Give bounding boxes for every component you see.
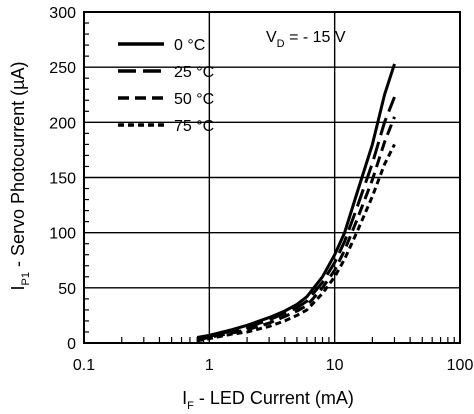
series-line-1 xyxy=(196,96,396,341)
annotation-rest: = - 15 V xyxy=(285,29,346,46)
series-line-3 xyxy=(196,143,396,343)
y-axis-title-rest: - Servo Photocurrent (µA) xyxy=(8,62,28,272)
y-tick-label: 100 xyxy=(49,226,76,243)
tick-labels: 0 50 100 150 200 250 300 0.1 1 10 100 xyxy=(49,5,473,374)
legend: 0 °C 25 °C 50 °C 75 °C xyxy=(118,37,214,135)
grid xyxy=(83,11,461,344)
x-axis-title: IF - LED Current (mA) xyxy=(182,388,354,412)
y-axis-title-sub: P1 xyxy=(20,272,32,285)
x-tick-label: 100 xyxy=(447,357,474,374)
x-tick-label: 0.1 xyxy=(73,357,95,374)
annotation-sub: D xyxy=(277,38,285,50)
x-axis-title-main: I xyxy=(182,388,187,408)
legend-label: 75 °C xyxy=(174,118,214,135)
y-tick-label: 50 xyxy=(58,281,76,298)
legend-label: 25 °C xyxy=(174,64,214,81)
x-axis-title-rest: - LED Current (mA) xyxy=(194,388,354,408)
x-tick-label: 10 xyxy=(326,357,344,374)
legend-label: 0 °C xyxy=(174,37,205,54)
y-tick-label: 0 xyxy=(67,336,76,353)
x-tick-label: 1 xyxy=(205,357,214,374)
annotation-main: V xyxy=(266,29,277,46)
x-axis-title-sub: F xyxy=(187,400,194,412)
y-tick-label: 200 xyxy=(49,115,76,132)
series-line-0 xyxy=(196,63,396,339)
y-axis-title-main: I xyxy=(8,285,28,290)
plot-border xyxy=(83,11,461,344)
y-tick-label: 250 xyxy=(49,60,76,77)
y-tick-label: 300 xyxy=(49,5,76,22)
legend-label: 50 °C xyxy=(174,91,214,108)
y-axis-title: IP1 - Servo Photocurrent (µA) xyxy=(8,62,32,291)
plot-frame xyxy=(83,11,461,344)
condition-annotation: VD = - 15 V xyxy=(266,29,346,50)
y-tick-label: 150 xyxy=(49,171,76,188)
series-group xyxy=(196,63,396,343)
